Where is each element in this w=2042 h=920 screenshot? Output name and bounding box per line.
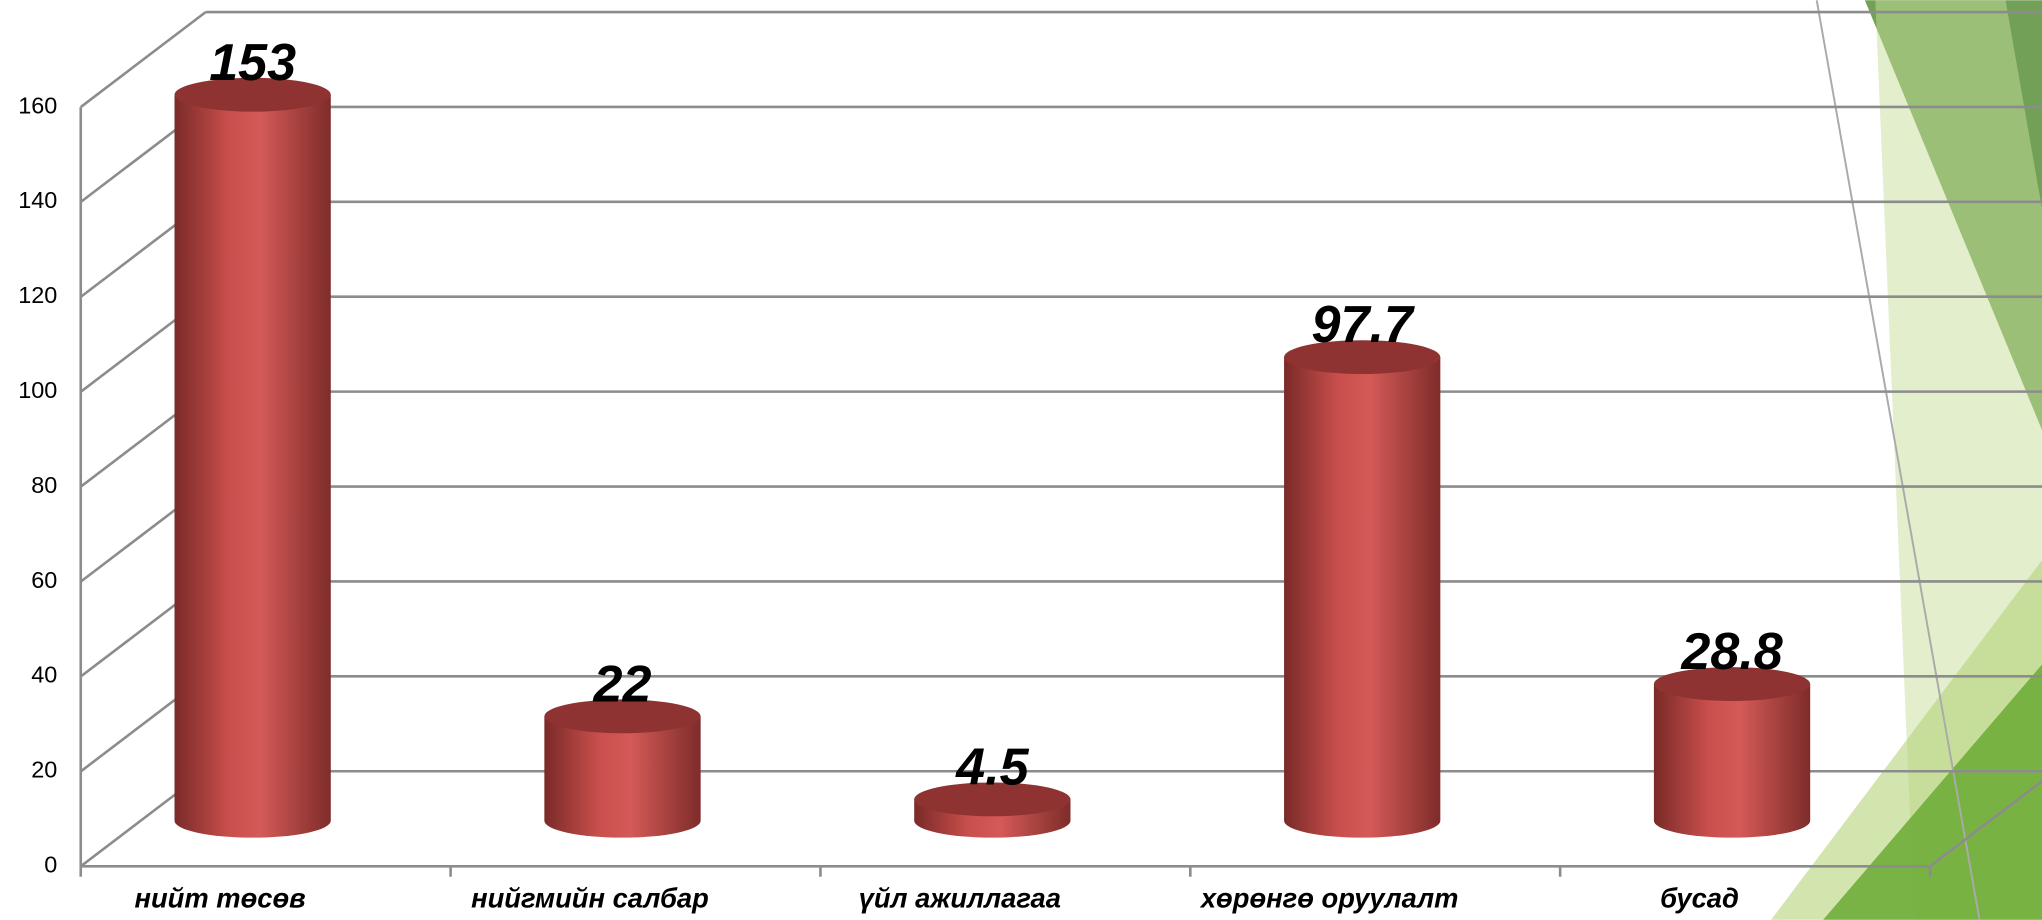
cylinder-top — [1653, 667, 1811, 702]
value-label: 97.7 — [1312, 296, 1415, 354]
decoration — [1771, 0, 2042, 920]
cylinder — [174, 94, 331, 838]
cylinder — [1653, 684, 1811, 838]
value-label: 22 — [593, 655, 652, 713]
x-tick-label: бусад — [1660, 882, 1739, 913]
value-label: 28.8 — [1680, 623, 1782, 681]
y-tick-label: 100 — [18, 377, 57, 403]
grid-line — [79, 10, 207, 109]
cylinder — [544, 716, 701, 838]
y-tick-label: 40 — [31, 662, 57, 688]
x-tick-label: нийт төсөв — [134, 882, 305, 913]
bars: нийт төсөв 153 нийгмийн салбар 22 үйл ажилла… — [134, 34, 1811, 913]
cylinder-top — [174, 77, 331, 112]
y-tick-label: 60 — [31, 567, 57, 593]
y-tick-label: 20 — [31, 757, 57, 783]
x-tick-label: үйл ажиллагаа — [859, 882, 1061, 913]
y-tick-label: 140 — [18, 187, 57, 213]
cylinder-top — [1284, 340, 1441, 375]
y-tick-label: 80 — [31, 472, 57, 498]
y-tick-label: 120 — [18, 282, 57, 308]
axis-line — [1929, 779, 2042, 868]
x-tick-label: хөрөнгө оруулалт — [1199, 882, 1459, 913]
cylinder-top — [544, 699, 701, 734]
value-label: 153 — [209, 34, 296, 92]
x-tick-label: нийгмийн салбар — [471, 882, 709, 913]
cylinder-top — [914, 782, 1071, 817]
y-tick-label: 160 — [18, 92, 57, 118]
y-tick-label: 0 — [44, 852, 57, 878]
value-label: 4.5 — [955, 738, 1029, 796]
cylinder — [1284, 357, 1441, 838]
